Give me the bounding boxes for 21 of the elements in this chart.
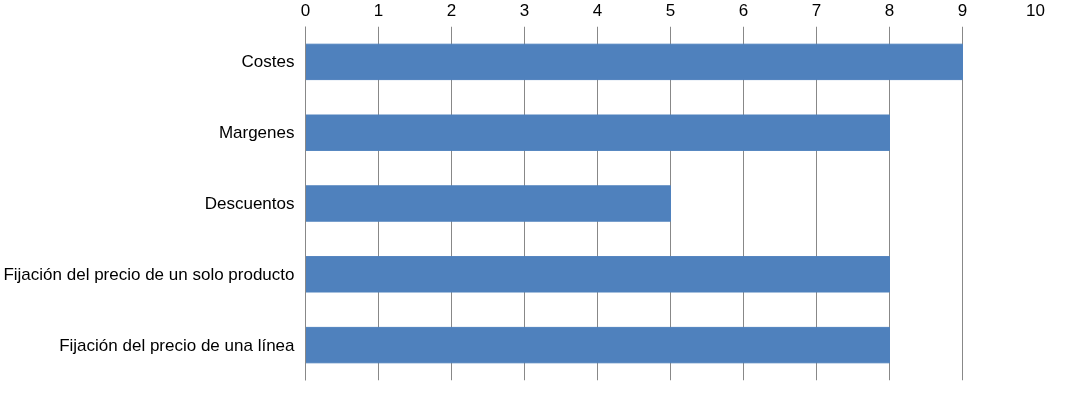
x-tick-label: 6 xyxy=(738,0,749,20)
x-tick-label: 3 xyxy=(519,0,530,20)
y-tick-label: Margenes xyxy=(218,123,295,143)
x-tick-label: 8 xyxy=(884,0,895,20)
bar xyxy=(305,114,890,151)
x-tick-label: 0 xyxy=(300,0,311,20)
x-tick-label: 10 xyxy=(1026,0,1045,20)
x-tick-label: 7 xyxy=(811,0,822,20)
bar xyxy=(305,256,890,293)
x-tick-label: 4 xyxy=(592,0,603,20)
y-tick-label: Costes xyxy=(241,52,295,72)
bar xyxy=(305,43,963,81)
bar xyxy=(305,326,890,364)
bar xyxy=(305,185,671,222)
y-tick-label: Descuentos xyxy=(204,194,295,213)
y-tick-label: Fijación del precio de un solo producto xyxy=(3,264,295,284)
x-tick-label: 2 xyxy=(446,0,457,20)
x-tick-label: 1 xyxy=(373,0,384,20)
x-tick-label: 9 xyxy=(957,0,968,20)
x-tick-label: 5 xyxy=(665,0,676,20)
y-tick-label: Fijación del precio de una línea xyxy=(59,335,296,355)
